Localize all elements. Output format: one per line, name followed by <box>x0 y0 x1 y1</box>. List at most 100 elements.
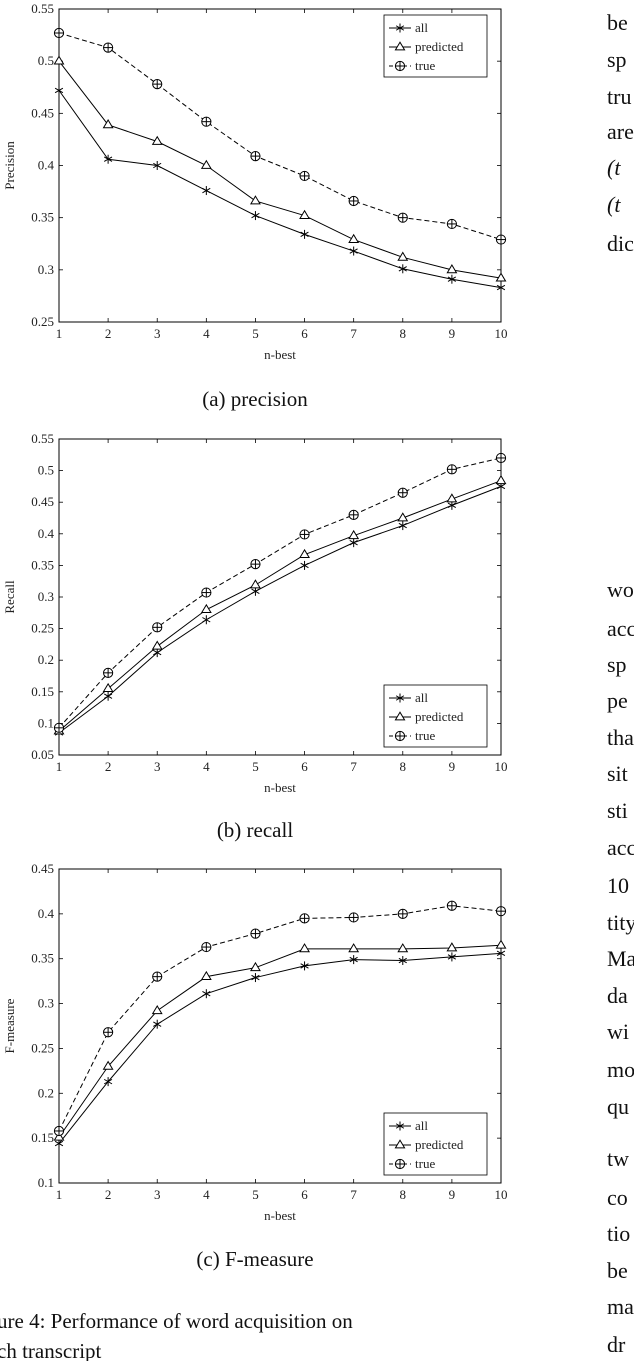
side-text-fragment: qu <box>607 1094 629 1119</box>
data-point-all <box>398 957 407 964</box>
panel-caption: (c) F-measure <box>196 1247 313 1271</box>
legend: all predicted true <box>383 1112 488 1176</box>
data-point-true <box>397 487 408 498</box>
data-point-true <box>299 913 310 924</box>
data-point-all <box>349 248 358 254</box>
side-text-fragment: Ma <box>607 946 634 971</box>
side-text-fragment: are <box>607 119 634 144</box>
data-point-predicted <box>102 1060 114 1070</box>
data-point-predicted <box>102 119 114 129</box>
y-tick-label: 0.5 <box>38 463 54 478</box>
y-tick-label: 0.3 <box>38 589 54 604</box>
y-tick-label: 0.3 <box>38 262 54 277</box>
x-tick-label: 7 <box>350 1187 357 1202</box>
data-point-predicted <box>53 55 65 65</box>
legend-marker-predicted <box>394 711 406 721</box>
y-tick-label: 0.45 <box>31 861 54 876</box>
data-point-predicted <box>348 233 360 243</box>
data-point-predicted <box>446 264 458 274</box>
x-tick-label: 2 <box>105 326 112 341</box>
data-point-all <box>447 276 457 282</box>
x-axis-label: n-best <box>264 1208 296 1223</box>
data-point-predicted <box>200 603 212 614</box>
y-tick-label: 0.35 <box>31 557 54 572</box>
data-point-true <box>53 722 65 733</box>
x-tick-label: 7 <box>350 326 357 341</box>
x-tick-label: 1 <box>56 326 63 341</box>
data-point-predicted <box>299 943 310 953</box>
data-point-true <box>348 912 359 923</box>
data-point-predicted <box>397 251 409 261</box>
data-point-true <box>397 908 408 919</box>
x-tick-label: 10 <box>495 759 508 774</box>
data-point-true <box>446 900 457 911</box>
data-point-predicted <box>200 159 212 169</box>
data-point-predicted <box>495 474 507 485</box>
x-tick-label: 5 <box>252 759 259 774</box>
side-text-fragment: tio <box>607 1221 630 1246</box>
data-point-all <box>202 617 211 623</box>
data-point-all <box>300 963 309 969</box>
y-tick-label: 0.15 <box>31 1130 54 1145</box>
side-text-fragment: wo <box>607 577 634 602</box>
data-point-all <box>54 1140 64 1147</box>
data-point-true <box>446 218 457 230</box>
x-tick-label: 1 <box>56 759 63 774</box>
data-point-predicted <box>151 640 163 650</box>
legend-label-all: all <box>415 20 428 35</box>
y-tick-label: 0.55 <box>31 431 54 446</box>
data-point-true <box>201 941 212 953</box>
side-text-fragment: sp <box>607 652 627 677</box>
side-text-fragment: sti <box>607 798 628 823</box>
data-point-all <box>153 1021 162 1027</box>
data-point-true <box>53 27 65 39</box>
recall-chart: 1 2 3 4 5 6 7 8 9 10 0.05 0.1 0.15 0.2 0.25 0.3 0.35 0.4 0… <box>2 431 508 842</box>
legend: all predicted true <box>383 14 488 78</box>
data-point-true <box>250 151 261 162</box>
y-tick-label: 0.4 <box>38 158 55 173</box>
y-axis-label: Recall <box>2 580 17 614</box>
data-point-all <box>103 156 113 162</box>
data-point-predicted <box>53 1131 65 1141</box>
x-tick-label: 9 <box>449 326 456 341</box>
data-point-true <box>201 587 212 598</box>
side-text-fragment: dic <box>607 231 634 256</box>
y-tick-label: 0.2 <box>38 1085 54 1100</box>
x-tick-label: 9 <box>449 759 456 774</box>
x-axis-label: n-best <box>264 347 296 362</box>
figure-caption-continued: ch transcript <box>0 1339 102 1361</box>
y-tick-label: 0.55 <box>31 1 54 16</box>
y-tick-label: 0.25 <box>31 621 54 636</box>
legend-marker-true <box>394 60 406 72</box>
side-text-fragment: acc <box>607 616 634 641</box>
data-point-all <box>251 974 260 981</box>
data-point-all <box>300 231 309 238</box>
series-line-all <box>58 90 502 289</box>
legend: all predicted true <box>383 684 488 748</box>
x-tick-label: 8 <box>400 326 407 341</box>
x-tick-label: 2 <box>105 759 112 774</box>
y-tick-label: 0.1 <box>38 1175 54 1190</box>
side-text-fragment: tity <box>607 910 634 935</box>
data-point-all <box>349 956 358 963</box>
side-text-fragment: tru <box>607 84 631 109</box>
side-text-fragment: da <box>607 983 628 1008</box>
data-point-predicted <box>250 961 261 972</box>
data-point-predicted <box>299 548 310 559</box>
x-tick-label: 6 <box>301 326 308 341</box>
data-point-predicted <box>495 272 507 282</box>
data-point-predicted <box>299 209 310 219</box>
y-tick-label: 0.35 <box>31 210 54 225</box>
data-point-true <box>103 1027 114 1038</box>
x-tick-label: 1 <box>56 1187 63 1202</box>
y-tick-label: 0.45 <box>31 105 54 120</box>
x-tick-label: 9 <box>449 1187 456 1202</box>
x-tick-label: 8 <box>400 759 407 774</box>
x-tick-label: 4 <box>203 759 210 774</box>
data-point-true <box>299 170 310 182</box>
x-tick-label: 8 <box>400 1187 407 1202</box>
data-point-predicted <box>446 493 458 503</box>
data-point-true <box>103 42 114 53</box>
side-text-fragment: dr <box>607 1332 626 1357</box>
